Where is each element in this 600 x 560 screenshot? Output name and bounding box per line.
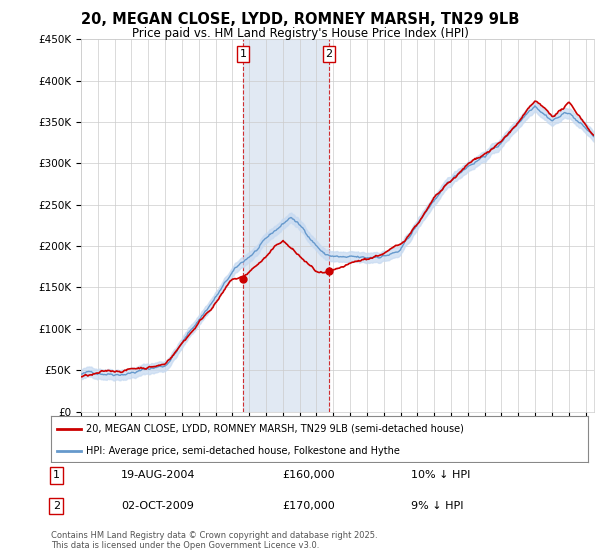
Text: 02-OCT-2009: 02-OCT-2009 [121,501,194,511]
Bar [243,39,329,412]
Text: Price paid vs. HM Land Registry's House Price Index (HPI): Price paid vs. HM Land Registry's House … [131,27,469,40]
Text: 10% ↓ HPI: 10% ↓ HPI [411,470,470,480]
Text: £170,000: £170,000 [282,501,335,511]
Text: 1: 1 [239,49,247,59]
Text: 1: 1 [53,470,60,480]
Text: 20, MEGAN CLOSE, LYDD, ROMNEY MARSH, TN29 9LB: 20, MEGAN CLOSE, LYDD, ROMNEY MARSH, TN2… [81,12,519,27]
Text: £160,000: £160,000 [282,470,335,480]
Text: 2: 2 [53,501,60,511]
Text: 2: 2 [326,49,332,59]
Text: 19-AUG-2004: 19-AUG-2004 [121,470,196,480]
Text: 9% ↓ HPI: 9% ↓ HPI [411,501,463,511]
Text: Contains HM Land Registry data © Crown copyright and database right 2025.
This d: Contains HM Land Registry data © Crown c… [51,531,377,550]
Text: 20, MEGAN CLOSE, LYDD, ROMNEY MARSH, TN29 9LB (semi-detached house): 20, MEGAN CLOSE, LYDD, ROMNEY MARSH, TN2… [86,424,464,434]
Text: HPI: Average price, semi-detached house, Folkestone and Hythe: HPI: Average price, semi-detached house,… [86,446,400,455]
